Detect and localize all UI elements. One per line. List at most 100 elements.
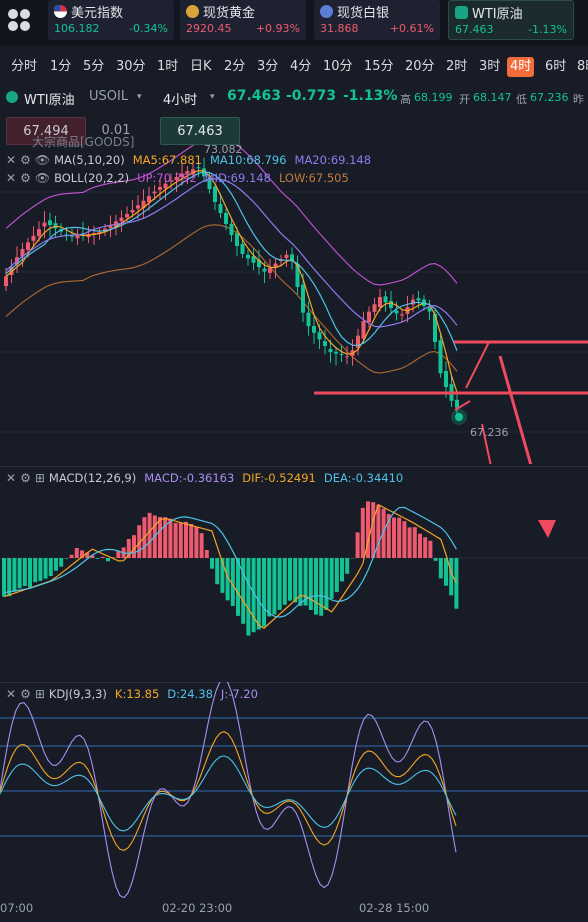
period-dropdown-icon[interactable]: ▾ xyxy=(210,92,215,102)
candle-body xyxy=(339,353,344,355)
macd-value: MACD:-0.36163 xyxy=(144,471,235,485)
eye-icon[interactable]: 👁 xyxy=(34,153,51,167)
ticker-card-gold[interactable]: 现货黄金 2920.45 +0.93% xyxy=(180,0,306,40)
ma20-value: MA20:69.148 xyxy=(294,153,372,167)
tab-timeframe[interactable]: 1分 xyxy=(50,59,72,74)
macd-histogram-bar xyxy=(319,558,324,616)
symbol-code[interactable]: USOIL xyxy=(89,89,129,104)
candle-body xyxy=(306,312,311,327)
macd-histogram-bar xyxy=(178,522,183,558)
x-tick-label: 02-20 23:00 xyxy=(162,901,233,915)
tab-timeframe[interactable]: 4分 xyxy=(290,59,312,74)
tab-timeframe[interactable]: 20分 xyxy=(405,59,435,74)
macd-histogram-bar xyxy=(194,526,199,558)
ticker-bar: 美元指数 106.182 -0.34% 现货黄金 2920.45 +0.93% 现货… xyxy=(0,0,588,46)
tab-timeframe[interactable]: 日K xyxy=(190,59,212,74)
ticker-card-usd-index[interactable]: 美元指数 106.182 -0.34% xyxy=(48,0,174,40)
tab-timeframe[interactable]: 2时 xyxy=(446,59,468,74)
tab-timeframe[interactable]: 15分 xyxy=(364,59,394,74)
candle-body xyxy=(158,187,162,190)
close-icon[interactable]: ✕ xyxy=(6,471,17,485)
tab-timeframe[interactable]: 6时 xyxy=(545,59,567,74)
candle-body xyxy=(378,297,382,308)
candle-body xyxy=(163,183,168,189)
candle-body xyxy=(240,243,245,254)
candle-body xyxy=(185,171,190,174)
ma-legend: ✕ ⚙ 👁 MA(5,10,20) MA5:67.881 MA10:68.796… xyxy=(6,153,371,167)
kdj-legend: ✕ ⚙ ⊞ KDJ(9,3,3) K:13.85 D:24.38 J:-7.20 xyxy=(6,687,258,701)
candle-body xyxy=(174,177,179,181)
settings-icon[interactable]: ⚙ xyxy=(20,171,31,185)
macd-histogram-bar xyxy=(116,551,121,558)
macd-histogram-bar xyxy=(210,558,214,569)
ticker-card-silver[interactable]: 现货白银 31.868 +0.61% xyxy=(314,0,440,40)
macd-histogram-bar xyxy=(126,538,131,558)
pane-divider[interactable] xyxy=(0,682,588,683)
settings-icon[interactable]: ⚙ xyxy=(20,687,31,701)
macd-histogram-bar xyxy=(334,558,339,593)
candle-body xyxy=(42,222,47,227)
close-icon[interactable]: ✕ xyxy=(6,153,17,167)
tab-timeframe-active[interactable]: 4时 xyxy=(507,57,535,77)
tab-timeframe[interactable]: 2分 xyxy=(224,59,246,74)
pane-divider[interactable] xyxy=(0,466,588,467)
eye-icon[interactable]: 👁 xyxy=(34,171,51,185)
tab-timeframe[interactable]: 10分 xyxy=(323,59,353,74)
ma5-value: MA5:67.881 xyxy=(132,153,202,167)
trendline-annotations[interactable] xyxy=(314,340,588,464)
candle-body xyxy=(301,284,305,313)
ticker-card-wti[interactable]: WTI原油 67.463 -1.13% xyxy=(448,0,574,40)
close-icon[interactable]: ✕ xyxy=(6,687,17,701)
macd-label: MACD(12,26,9) xyxy=(48,471,137,485)
small-tick-line[interactable] xyxy=(454,400,471,411)
period-selector[interactable]: 4小时 xyxy=(163,93,198,108)
ticker-change: -0.34% xyxy=(129,22,168,35)
expand-icon[interactable]: ⊞ xyxy=(34,687,45,701)
macd-chart[interactable] xyxy=(0,466,588,680)
macd-histogram-bar xyxy=(147,512,152,558)
macd-histogram-bar xyxy=(444,558,448,586)
high-label: 高 xyxy=(400,93,411,106)
tab-timeframe[interactable]: 3时 xyxy=(479,59,501,74)
candle-body xyxy=(31,235,36,241)
kdj-label: KDJ(9,3,3) xyxy=(48,687,107,701)
bid-price-box[interactable]: 67.494 xyxy=(6,117,86,145)
settings-icon[interactable]: ⚙ xyxy=(20,471,31,485)
ask-price-box[interactable]: 67.463 xyxy=(160,117,240,145)
macd-histogram-bar xyxy=(428,540,433,558)
macd-legend: ✕ ⚙ ⊞ MACD(12,26,9) MACD:-0.36163 DIF:-0… xyxy=(6,471,403,485)
candle-body xyxy=(273,263,278,268)
tab-timeframe[interactable]: 5分 xyxy=(83,59,105,74)
kdj-chart[interactable] xyxy=(0,682,588,898)
apps-grid-icon[interactable] xyxy=(6,7,32,33)
candle-body xyxy=(246,254,250,259)
macd-histogram-bar xyxy=(12,558,17,592)
macd-histogram-bar xyxy=(412,527,417,558)
macd-histogram-bar xyxy=(340,558,344,582)
macd-histogram-bar xyxy=(381,508,386,558)
tab-timeframe[interactable]: 1时 xyxy=(157,59,179,74)
rebound-line[interactable] xyxy=(465,341,490,389)
candle-body xyxy=(317,332,322,340)
macd-histogram-bar xyxy=(256,558,261,630)
tab-timeframe[interactable]: 8时 xyxy=(577,59,588,74)
candle-body xyxy=(284,254,289,259)
kdj-d-line xyxy=(0,755,457,832)
symbol-name[interactable]: WTI原油 xyxy=(24,93,75,108)
settings-icon[interactable]: ⚙ xyxy=(20,153,31,167)
tab-timeframe[interactable]: 30分 xyxy=(116,59,146,74)
symbol-dropdown-icon[interactable]: ▾ xyxy=(137,92,142,102)
short-arrow-line[interactable] xyxy=(481,423,496,464)
candle-body xyxy=(295,263,300,287)
long-arrow-line[interactable] xyxy=(498,355,547,464)
close-icon[interactable]: ✕ xyxy=(6,171,17,185)
tab-timeframe[interactable]: 分时 xyxy=(11,59,38,74)
time-axis[interactable]: 07:00 02-20 23:00 02-28 15:00 xyxy=(0,898,588,922)
x-tick-label: 07:00 xyxy=(0,901,34,915)
tab-timeframe[interactable]: 3分 xyxy=(257,59,279,74)
expand-icon[interactable]: ⊞ xyxy=(34,471,45,485)
candlestick-chart[interactable] xyxy=(0,112,588,464)
timeframe-bar: 分时 1分 5分 30分 1时 日K 2分 3分 4分 10分 15分 20分 … xyxy=(0,50,588,82)
kdj-j-value: J:-7.20 xyxy=(220,687,258,701)
candle-body xyxy=(312,325,316,333)
